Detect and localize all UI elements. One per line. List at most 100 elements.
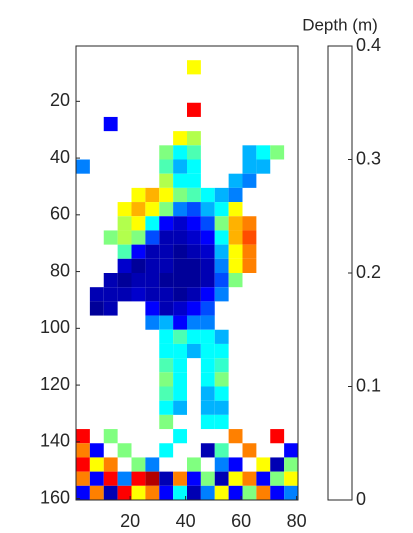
cell — [159, 301, 174, 316]
cell — [145, 457, 160, 472]
cell — [131, 485, 146, 500]
cell — [228, 202, 243, 217]
cell — [187, 485, 201, 500]
cell — [131, 187, 146, 203]
cell — [187, 315, 201, 330]
cell — [228, 273, 243, 288]
cell — [228, 429, 243, 444]
cell — [173, 187, 187, 203]
cell — [187, 329, 201, 344]
cell — [173, 386, 187, 401]
cell — [173, 145, 187, 160]
cell — [214, 443, 229, 458]
cell — [76, 471, 90, 486]
cell — [131, 273, 146, 288]
cell — [159, 244, 174, 259]
cell — [214, 230, 229, 245]
cell — [200, 287, 215, 302]
cell — [131, 202, 146, 217]
cell — [159, 230, 174, 245]
cell — [228, 173, 243, 188]
cell — [131, 457, 146, 472]
cell — [173, 343, 187, 359]
cell — [242, 159, 257, 174]
cell — [103, 485, 118, 500]
cell — [187, 343, 201, 359]
cell — [89, 457, 104, 472]
cell — [214, 273, 229, 288]
cell — [117, 202, 132, 217]
cell — [214, 216, 229, 231]
cell — [187, 457, 201, 472]
cell — [159, 471, 174, 486]
cell — [76, 457, 90, 472]
cell — [173, 202, 187, 217]
cell — [200, 471, 215, 486]
cell — [214, 414, 229, 430]
cell — [173, 159, 187, 174]
cell — [173, 258, 187, 273]
y-tick-label: 140 — [40, 431, 70, 451]
cell — [173, 372, 187, 387]
cell — [145, 244, 160, 259]
colorbar-label: Depth (m) — [302, 15, 378, 34]
cell — [131, 471, 146, 486]
cell — [173, 131, 187, 146]
cell — [145, 301, 160, 316]
cell — [103, 429, 118, 444]
cell — [89, 471, 104, 486]
cell — [200, 329, 215, 344]
cell — [242, 443, 257, 458]
plot-frame — [75, 45, 299, 501]
cell — [228, 244, 243, 259]
cell — [173, 244, 187, 259]
cell — [103, 116, 118, 132]
y-tick-label: 120 — [40, 374, 70, 394]
cell — [173, 216, 187, 231]
cell — [187, 301, 201, 316]
cell — [159, 386, 174, 401]
cell — [214, 187, 229, 203]
cell — [159, 287, 174, 302]
cell — [159, 159, 174, 174]
cell — [145, 258, 160, 273]
cell — [228, 187, 243, 203]
cell — [187, 216, 201, 231]
cell — [159, 400, 174, 415]
cell — [173, 429, 187, 444]
cell — [270, 457, 285, 472]
cell — [256, 457, 271, 472]
x-tick-label: 80 — [287, 511, 307, 531]
y-tick-label: 20 — [50, 90, 70, 110]
cell — [214, 329, 229, 344]
cell — [270, 429, 285, 444]
y-tick-label: 80 — [50, 260, 70, 280]
cell — [187, 244, 201, 259]
x-tick-label: 40 — [176, 511, 196, 531]
cell — [159, 414, 174, 430]
cell — [242, 244, 257, 259]
cell — [187, 273, 201, 288]
cell — [131, 230, 146, 245]
cell — [214, 287, 229, 302]
cell — [200, 315, 215, 330]
cell — [200, 216, 215, 231]
cell — [270, 485, 285, 500]
cell — [131, 258, 146, 273]
cell — [228, 485, 243, 500]
cell — [214, 343, 229, 359]
cell — [117, 485, 132, 500]
cell — [187, 202, 201, 217]
cell — [145, 187, 160, 203]
cell — [284, 471, 298, 486]
cell — [200, 301, 215, 316]
cell — [117, 230, 132, 245]
cell — [173, 301, 187, 316]
cell — [200, 443, 215, 458]
cell — [159, 202, 174, 217]
cell — [89, 287, 104, 302]
cell — [159, 443, 174, 458]
cell — [159, 329, 174, 344]
cell — [145, 287, 160, 302]
